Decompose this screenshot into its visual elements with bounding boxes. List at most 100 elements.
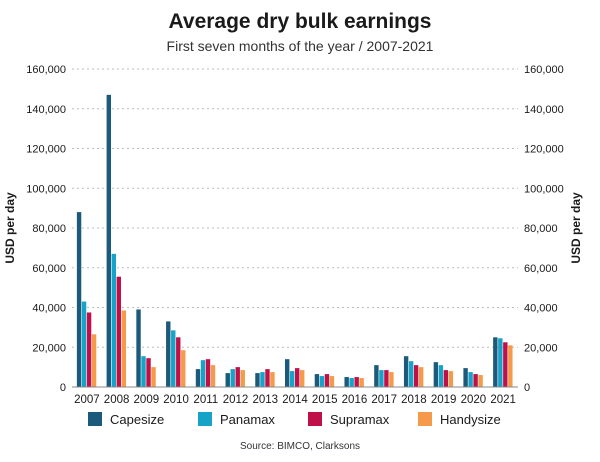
bar-handysize-2021 (508, 345, 513, 387)
bar-panamax-2016 (349, 378, 354, 387)
bar-capesize-2011 (195, 369, 201, 387)
bar-handysize-2012 (240, 370, 245, 387)
bar-capesize-2009 (136, 309, 141, 387)
bar-panamax-2012 (230, 369, 235, 387)
x-tick-label: 2009 (134, 394, 160, 406)
bar-handysize-2018 (418, 367, 424, 387)
x-tick-label: 2017 (371, 394, 397, 406)
legend-label-supramax: Supramax (330, 412, 390, 427)
bar-handysize-2011 (210, 365, 216, 387)
legend: Capesize Panamax Supramax Handysize (88, 412, 501, 427)
bar-capesize-2012 (225, 373, 230, 387)
y-tick-labels-right: 0 20,000 40,000 60,000 80,000 100,000 120,000 1… (524, 64, 564, 394)
bar-supramax-2009 (146, 358, 151, 387)
bar-panamax-2017 (379, 370, 384, 387)
x-tick-label: 2010 (163, 394, 189, 406)
bar-supramax-2018 (413, 365, 419, 387)
y-tick-label-right: 140,000 (524, 104, 564, 116)
x-tick-label: 2021 (490, 394, 516, 406)
bar-supramax-2013 (265, 369, 270, 387)
bar-capesize-2017 (374, 365, 379, 387)
bar-panamax-2013 (260, 372, 265, 387)
y-tick-label-left: 0 (60, 382, 66, 394)
bar-handysize-2016 (359, 378, 364, 387)
y-tick-label-left: 120,000 (26, 144, 66, 156)
bar-supramax-2016 (354, 377, 359, 387)
bar-supramax-2010 (176, 337, 181, 387)
bar-supramax-2007 (86, 312, 92, 387)
bar-capesize-2021 (493, 337, 498, 387)
bar-capesize-2019 (433, 362, 439, 387)
x-tick-label: 2019 (431, 394, 457, 406)
bar-supramax-2008 (116, 276, 121, 387)
bar-supramax-2021 (503, 342, 508, 387)
y-tick-label-left: 140,000 (26, 104, 66, 116)
y-tick-label-right: 0 (524, 382, 530, 394)
bar-capesize-2016 (344, 377, 349, 387)
bar-capesize-2007 (76, 212, 82, 387)
y-tick-label-left: 160,000 (26, 64, 66, 76)
legend-swatch-handysize (418, 412, 432, 426)
x-tick-label: 2008 (104, 394, 130, 406)
y-axis-label-left: USD per day (3, 192, 17, 264)
chart-title: Average dry bulk earnings (168, 10, 432, 33)
legend-swatch-capesize (88, 412, 102, 426)
y-tick-labels-left: 0 20,000 40,000 60,000 80,000 100,000 120,000 1… (26, 64, 66, 394)
bar-supramax-2020 (473, 374, 478, 387)
y-tick-label-right: 120,000 (524, 144, 564, 156)
bar-capesize-2008 (106, 94, 111, 388)
bar-capesize-2014 (285, 359, 290, 387)
bar-panamax-2009 (141, 356, 146, 387)
legend-swatch-panamax (198, 412, 212, 426)
y-tick-label-left: 20,000 (32, 342, 66, 354)
bar-capesize-2018 (403, 356, 409, 387)
bar-supramax-2019 (443, 370, 449, 387)
y-tick-label-left: 80,000 (32, 223, 66, 235)
bar-panamax-2021 (498, 338, 503, 387)
bar-supramax-2014 (295, 368, 300, 387)
bar-handysize-2013 (270, 372, 275, 387)
bar-panamax-2008 (111, 253, 116, 387)
y-tick-label-right: 80,000 (524, 223, 558, 235)
x-tick-label: 2020 (461, 394, 487, 406)
legend-label-handysize: Handysize (440, 412, 501, 427)
x-tick-labels: 2007 2008 2009 2010 2011 2012 2013 2014 2015 2016… (74, 394, 516, 406)
bar-handysize-2015 (329, 376, 335, 387)
bar-panamax-2015 (319, 376, 325, 387)
bar-capesize-2015 (314, 374, 320, 387)
y-tick-label-right: 100,000 (524, 183, 564, 195)
x-tick-label: 2018 (401, 394, 427, 406)
bar-supramax-2017 (384, 370, 389, 387)
bar-panamax-2007 (81, 301, 87, 387)
bar-handysize-2009 (151, 367, 156, 387)
bar-capesize-2020 (463, 368, 468, 387)
y-axis-label-right: USD per day (569, 192, 583, 264)
y-tick-label-right: 20,000 (524, 342, 558, 354)
legend-swatch-supramax (308, 412, 322, 426)
bar-handysize-2017 (389, 372, 394, 387)
bar-handysize-2020 (478, 375, 483, 387)
x-tick-label: 2007 (74, 394, 100, 406)
bar-panamax-2020 (468, 372, 473, 387)
y-tick-label-left: 60,000 (32, 263, 66, 275)
bar-panamax-2018 (408, 361, 414, 387)
y-tick-label-left: 40,000 (32, 303, 66, 315)
bar-handysize-2007 (91, 334, 97, 387)
y-tick-label-right: 160,000 (524, 64, 564, 76)
legend-label-capesize: Capesize (110, 412, 164, 427)
x-tick-label: 2012 (223, 394, 249, 406)
bar-handysize-2014 (300, 370, 305, 387)
x-tick-label: 2011 (193, 394, 218, 406)
x-tick-label: 2014 (282, 394, 308, 406)
y-tick-label-left: 100,000 (26, 183, 66, 195)
bar-panamax-2019 (438, 365, 444, 387)
legend-label-panamax: Panamax (220, 412, 275, 427)
bar-handysize-2019 (448, 371, 454, 387)
bar-panamax-2011 (200, 360, 206, 387)
bar-handysize-2008 (121, 310, 126, 387)
bar-supramax-2011 (205, 359, 211, 387)
bar-supramax-2015 (324, 374, 330, 387)
bars (76, 94, 513, 388)
